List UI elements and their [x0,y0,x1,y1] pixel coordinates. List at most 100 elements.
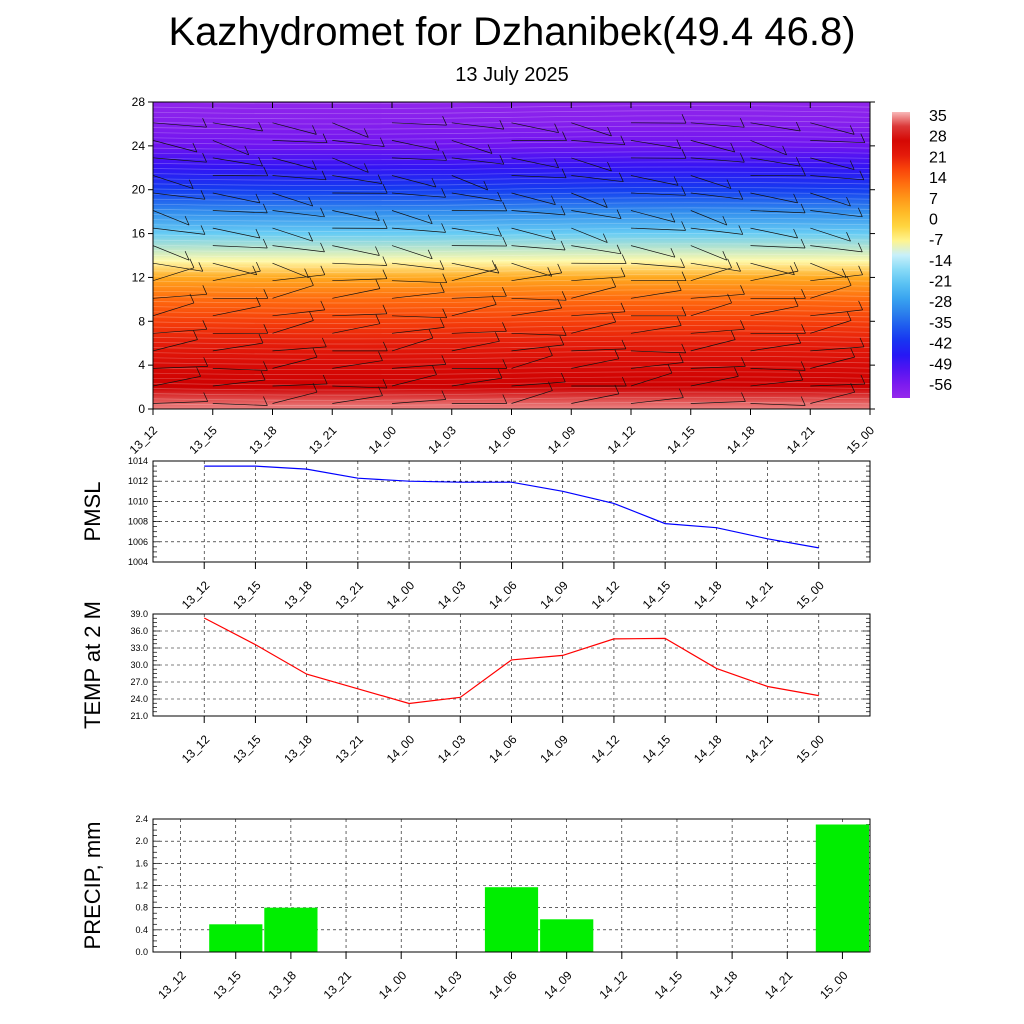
wind-barb-flag [620,302,626,312]
wind-barb [391,262,445,270]
wind-barb-flag [441,188,446,198]
wind-barb [690,157,745,163]
y-tick-label: 24.0 [130,694,148,704]
wind-barb [690,175,732,189]
wind-barb [272,391,318,404]
wind-barb [750,368,806,371]
wind-barb [153,245,190,261]
wind-barb [810,157,855,170]
wind-barb-flag [554,123,559,133]
wind-barb [750,403,806,406]
wind-barb-flag [382,304,388,314]
x-tick-label: 14_03 [425,423,459,457]
contour-line [153,274,870,278]
y-tick-label: 1014 [128,456,148,466]
x-tick-label: 14_12 [605,423,639,457]
x-tick-label: 14_18 [707,968,741,1002]
wind-barb [630,290,682,299]
y-tick-label: 16 [132,227,146,241]
x-tick-label: 14_21 [742,732,776,766]
x-tick-label: 14_12 [596,968,630,1002]
wind-barb-flag [434,141,440,151]
wind-barb-flag [499,155,505,165]
wind-barb-flag [916,387,920,396]
contour-line [153,253,870,258]
y-tick-label: 2.0 [135,836,148,846]
wind-barb [630,397,684,404]
colorbar-label: -56 [929,377,952,394]
pmsl-series-line [204,465,819,549]
contour-line [153,228,870,232]
wind-barb [451,262,499,274]
wind-barb-flag [560,372,566,383]
wind-barb-flag [921,219,925,228]
wind-barb [750,270,799,282]
wind-barb [750,227,798,239]
wind-barb [153,328,207,334]
x-tick-label: 13_21 [332,732,366,766]
y-tick-label: 36.0 [130,626,148,636]
wind-barb [391,374,437,387]
wind-barb [511,227,556,241]
wind-barb [272,157,317,170]
wind-barb [451,377,503,387]
wind-barb-flag [189,258,195,268]
wind-barb [451,304,497,317]
wind-barb [451,157,504,165]
wind-barb-flag [850,347,856,358]
wind-barb-flag [309,276,314,286]
wind-barb [810,122,855,135]
colorbar-label: 7 [929,191,938,208]
y-tick-label: 0.4 [135,925,148,935]
wind-barb [391,122,447,126]
x-tick-label: 13_18 [266,968,300,1002]
wind-barb-flag [382,184,388,194]
pmsl-y-axis-label: PMSL [80,482,105,542]
wind-barb-flag [375,246,380,256]
contour-line [153,381,870,386]
wind-barb [391,192,446,198]
wind-barb-flag [561,291,567,301]
wind-barb [810,383,865,387]
contour-line [153,294,870,299]
wind-barb-flag [428,328,434,339]
wind-barb [690,376,739,387]
wind-barb-flag [801,166,806,176]
precip-bar [540,919,594,952]
wind-barb-flag [439,283,445,293]
y-tick-label: 27.0 [130,677,148,687]
wind-barb [391,327,445,334]
y-tick-label: 4 [138,358,145,372]
wind-barb-flag [681,306,687,316]
wind-barb [630,325,682,334]
x-tick-label: 13_21 [332,578,366,612]
x-tick-label: 14_00 [376,968,410,1002]
wind-barb-flag [678,353,684,363]
wind-barb [571,157,612,172]
x-tick-label: 14_09 [537,578,571,612]
wind-barb [690,140,735,153]
wind-barb-flag [495,332,500,342]
wind-barb [153,293,207,299]
wind-barb [750,305,799,317]
wind-barb [272,309,325,317]
wind-barb [511,332,567,336]
y-tick-label: 21.0 [130,711,148,721]
wind-barb-flag [846,276,852,286]
wind-barb-flag [442,151,447,161]
wind-barb-flag [914,315,918,324]
wind-barb [272,383,328,387]
pmsl-chart: 1004 1006 1008 1010 1012 1014 13_12 13_15 13_18 1… [80,456,871,612]
temp-2m-series-line [203,617,819,705]
wind-barb-flag [322,133,328,143]
wind-barb [332,210,380,221]
wind-barb-flag [252,265,258,275]
wind-barb-flag [193,330,198,340]
wind-barb-flag [858,300,863,311]
y-tick-label: 33.0 [130,643,148,653]
wind-barb [332,245,380,256]
page-title: Kazhydromet for Dzhanibek(49.4 46.8) [168,10,856,54]
wind-barb [810,309,863,317]
wind-barb-flag [681,221,686,231]
wind-barb [571,276,626,282]
